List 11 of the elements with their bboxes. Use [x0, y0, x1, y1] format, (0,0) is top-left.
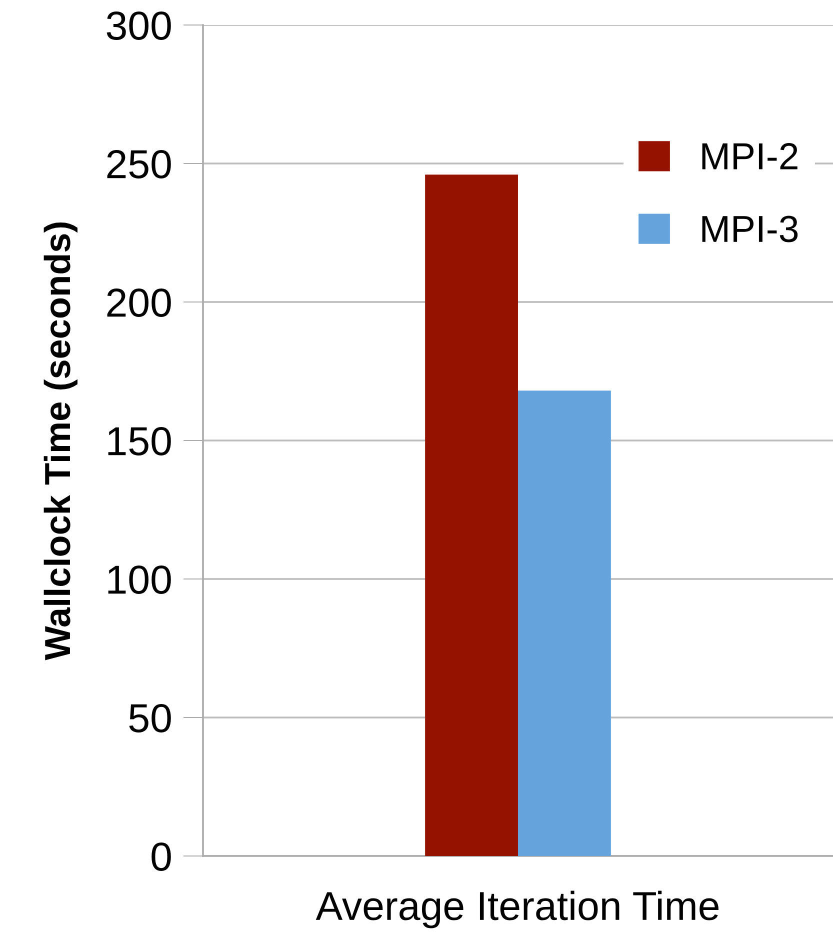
y-tick-label: 300	[106, 11, 171, 40]
y-tick-label: 150	[108, 426, 171, 456]
y-tick-label: 200	[107, 288, 171, 317]
x-tick-label: Average Iteration Time	[316, 890, 718, 928]
y-tick-label: 250	[107, 150, 171, 178]
y-axis-title: Wallclock Time (seconds)	[44, 222, 78, 660]
legend-label: MPI-3	[702, 216, 798, 242]
legend-label: MPI-2	[702, 143, 798, 170]
y-tick-label: 100	[108, 565, 171, 594]
y-tick-label: 0	[152, 842, 171, 871]
y-tick-label: 50	[129, 704, 171, 732]
